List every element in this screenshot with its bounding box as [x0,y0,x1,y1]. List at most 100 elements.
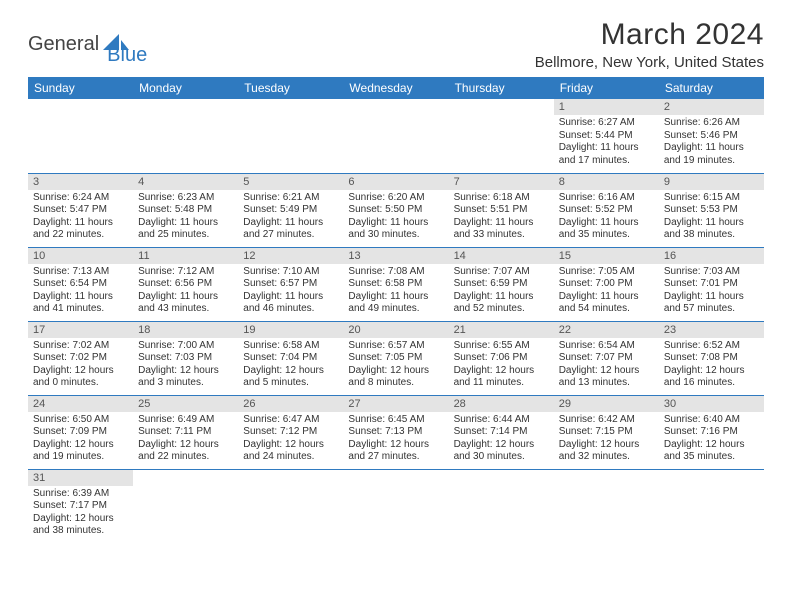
calendar-cell: 1Sunrise: 6:27 AMSunset: 5:44 PMDaylight… [554,99,659,173]
day-number: 9 [659,174,764,190]
calendar-cell [238,469,343,543]
calendar-cell: 8Sunrise: 6:16 AMSunset: 5:52 PMDaylight… [554,173,659,247]
calendar-row: 24Sunrise: 6:50 AMSunset: 7:09 PMDayligh… [28,395,764,469]
weekday-header: Thursday [449,77,554,99]
calendar-cell [28,99,133,173]
calendar-cell: 21Sunrise: 6:55 AMSunset: 7:06 PMDayligh… [449,321,554,395]
day-details: Sunrise: 7:05 AMSunset: 7:00 PMDaylight:… [554,264,659,320]
day-number: 8 [554,174,659,190]
day-number: 17 [28,322,133,338]
day-details: Sunrise: 6:47 AMSunset: 7:12 PMDaylight:… [238,412,343,468]
day-details: Sunrise: 6:52 AMSunset: 7:08 PMDaylight:… [659,338,764,394]
calendar-cell: 29Sunrise: 6:42 AMSunset: 7:15 PMDayligh… [554,395,659,469]
day-details: Sunrise: 6:50 AMSunset: 7:09 PMDaylight:… [28,412,133,468]
calendar-row: 1Sunrise: 6:27 AMSunset: 5:44 PMDaylight… [28,99,764,173]
day-number: 28 [449,396,554,412]
day-number: 18 [133,322,238,338]
weekday-header: Sunday [28,77,133,99]
day-details: Sunrise: 7:08 AMSunset: 6:58 PMDaylight:… [343,264,448,320]
calendar-cell: 5Sunrise: 6:21 AMSunset: 5:49 PMDaylight… [238,173,343,247]
calendar-cell: 22Sunrise: 6:54 AMSunset: 7:07 PMDayligh… [554,321,659,395]
calendar-cell: 25Sunrise: 6:49 AMSunset: 7:11 PMDayligh… [133,395,238,469]
calendar-cell: 13Sunrise: 7:08 AMSunset: 6:58 PMDayligh… [343,247,448,321]
day-details: Sunrise: 6:49 AMSunset: 7:11 PMDaylight:… [133,412,238,468]
calendar-cell [133,99,238,173]
day-details: Sunrise: 6:18 AMSunset: 5:51 PMDaylight:… [449,190,554,246]
day-details: Sunrise: 6:57 AMSunset: 7:05 PMDaylight:… [343,338,448,394]
day-details: Sunrise: 6:26 AMSunset: 5:46 PMDaylight:… [659,115,764,171]
day-number: 5 [238,174,343,190]
day-number: 19 [238,322,343,338]
calendar-cell: 31Sunrise: 6:39 AMSunset: 7:17 PMDayligh… [28,469,133,543]
day-details: Sunrise: 7:02 AMSunset: 7:02 PMDaylight:… [28,338,133,394]
day-details: Sunrise: 6:55 AMSunset: 7:06 PMDaylight:… [449,338,554,394]
calendar-cell: 19Sunrise: 6:58 AMSunset: 7:04 PMDayligh… [238,321,343,395]
calendar-cell: 17Sunrise: 7:02 AMSunset: 7:02 PMDayligh… [28,321,133,395]
weekday-header: Friday [554,77,659,99]
day-number: 24 [28,396,133,412]
calendar-cell: 7Sunrise: 6:18 AMSunset: 5:51 PMDaylight… [449,173,554,247]
page-title: March 2024 [535,18,764,52]
logo-text-general: General [28,33,99,56]
day-number: 11 [133,248,238,264]
logo: General Blue [28,22,147,67]
day-number: 10 [28,248,133,264]
calendar-cell: 30Sunrise: 6:40 AMSunset: 7:16 PMDayligh… [659,395,764,469]
day-number: 13 [343,248,448,264]
day-number: 14 [449,248,554,264]
day-number: 16 [659,248,764,264]
day-number: 12 [238,248,343,264]
day-details: Sunrise: 6:40 AMSunset: 7:16 PMDaylight:… [659,412,764,468]
day-number: 31 [28,470,133,486]
calendar-cell: 4Sunrise: 6:23 AMSunset: 5:48 PMDaylight… [133,173,238,247]
day-details: Sunrise: 6:24 AMSunset: 5:47 PMDaylight:… [28,190,133,246]
day-details: Sunrise: 6:20 AMSunset: 5:50 PMDaylight:… [343,190,448,246]
location-subtitle: Bellmore, New York, United States [535,54,764,71]
weekday-header: Monday [133,77,238,99]
calendar-row: 10Sunrise: 7:13 AMSunset: 6:54 PMDayligh… [28,247,764,321]
day-number: 6 [343,174,448,190]
day-number: 7 [449,174,554,190]
day-details: Sunrise: 6:45 AMSunset: 7:13 PMDaylight:… [343,412,448,468]
day-details: Sunrise: 6:21 AMSunset: 5:49 PMDaylight:… [238,190,343,246]
day-number: 23 [659,322,764,338]
day-details: Sunrise: 6:44 AMSunset: 7:14 PMDaylight:… [449,412,554,468]
day-number: 1 [554,99,659,115]
calendar-cell [133,469,238,543]
calendar-row: 3Sunrise: 6:24 AMSunset: 5:47 PMDaylight… [28,173,764,247]
calendar-body: 1Sunrise: 6:27 AMSunset: 5:44 PMDaylight… [28,99,764,543]
day-number: 2 [659,99,764,115]
day-details: Sunrise: 7:00 AMSunset: 7:03 PMDaylight:… [133,338,238,394]
day-details: Sunrise: 6:39 AMSunset: 7:17 PMDaylight:… [28,486,133,542]
calendar-cell: 27Sunrise: 6:45 AMSunset: 7:13 PMDayligh… [343,395,448,469]
calendar-row: 17Sunrise: 7:02 AMSunset: 7:02 PMDayligh… [28,321,764,395]
calendar-cell: 18Sunrise: 7:00 AMSunset: 7:03 PMDayligh… [133,321,238,395]
calendar-cell [554,469,659,543]
day-number: 25 [133,396,238,412]
calendar-cell: 24Sunrise: 6:50 AMSunset: 7:09 PMDayligh… [28,395,133,469]
calendar-row: 31Sunrise: 6:39 AMSunset: 7:17 PMDayligh… [28,469,764,543]
day-number: 20 [343,322,448,338]
calendar-cell: 15Sunrise: 7:05 AMSunset: 7:00 PMDayligh… [554,247,659,321]
day-details: Sunrise: 6:23 AMSunset: 5:48 PMDaylight:… [133,190,238,246]
calendar-table: SundayMondayTuesdayWednesdayThursdayFrid… [28,77,764,543]
day-details: Sunrise: 7:07 AMSunset: 6:59 PMDaylight:… [449,264,554,320]
logo-text-blue: Blue [107,44,147,67]
calendar-cell: 26Sunrise: 6:47 AMSunset: 7:12 PMDayligh… [238,395,343,469]
calendar-cell: 28Sunrise: 6:44 AMSunset: 7:14 PMDayligh… [449,395,554,469]
day-number: 4 [133,174,238,190]
calendar-cell: 12Sunrise: 7:10 AMSunset: 6:57 PMDayligh… [238,247,343,321]
calendar-cell: 10Sunrise: 7:13 AMSunset: 6:54 PMDayligh… [28,247,133,321]
day-details: Sunrise: 7:03 AMSunset: 7:01 PMDaylight:… [659,264,764,320]
title-block: March 2024 Bellmore, New York, United St… [535,18,764,71]
weekday-header: Saturday [659,77,764,99]
day-number: 30 [659,396,764,412]
day-number: 29 [554,396,659,412]
header: General Blue March 2024 Bellmore, New Yo… [28,18,764,71]
weekday-header: Tuesday [238,77,343,99]
calendar-cell: 6Sunrise: 6:20 AMSunset: 5:50 PMDaylight… [343,173,448,247]
day-number: 15 [554,248,659,264]
day-number: 21 [449,322,554,338]
calendar-cell [449,469,554,543]
day-number: 22 [554,322,659,338]
